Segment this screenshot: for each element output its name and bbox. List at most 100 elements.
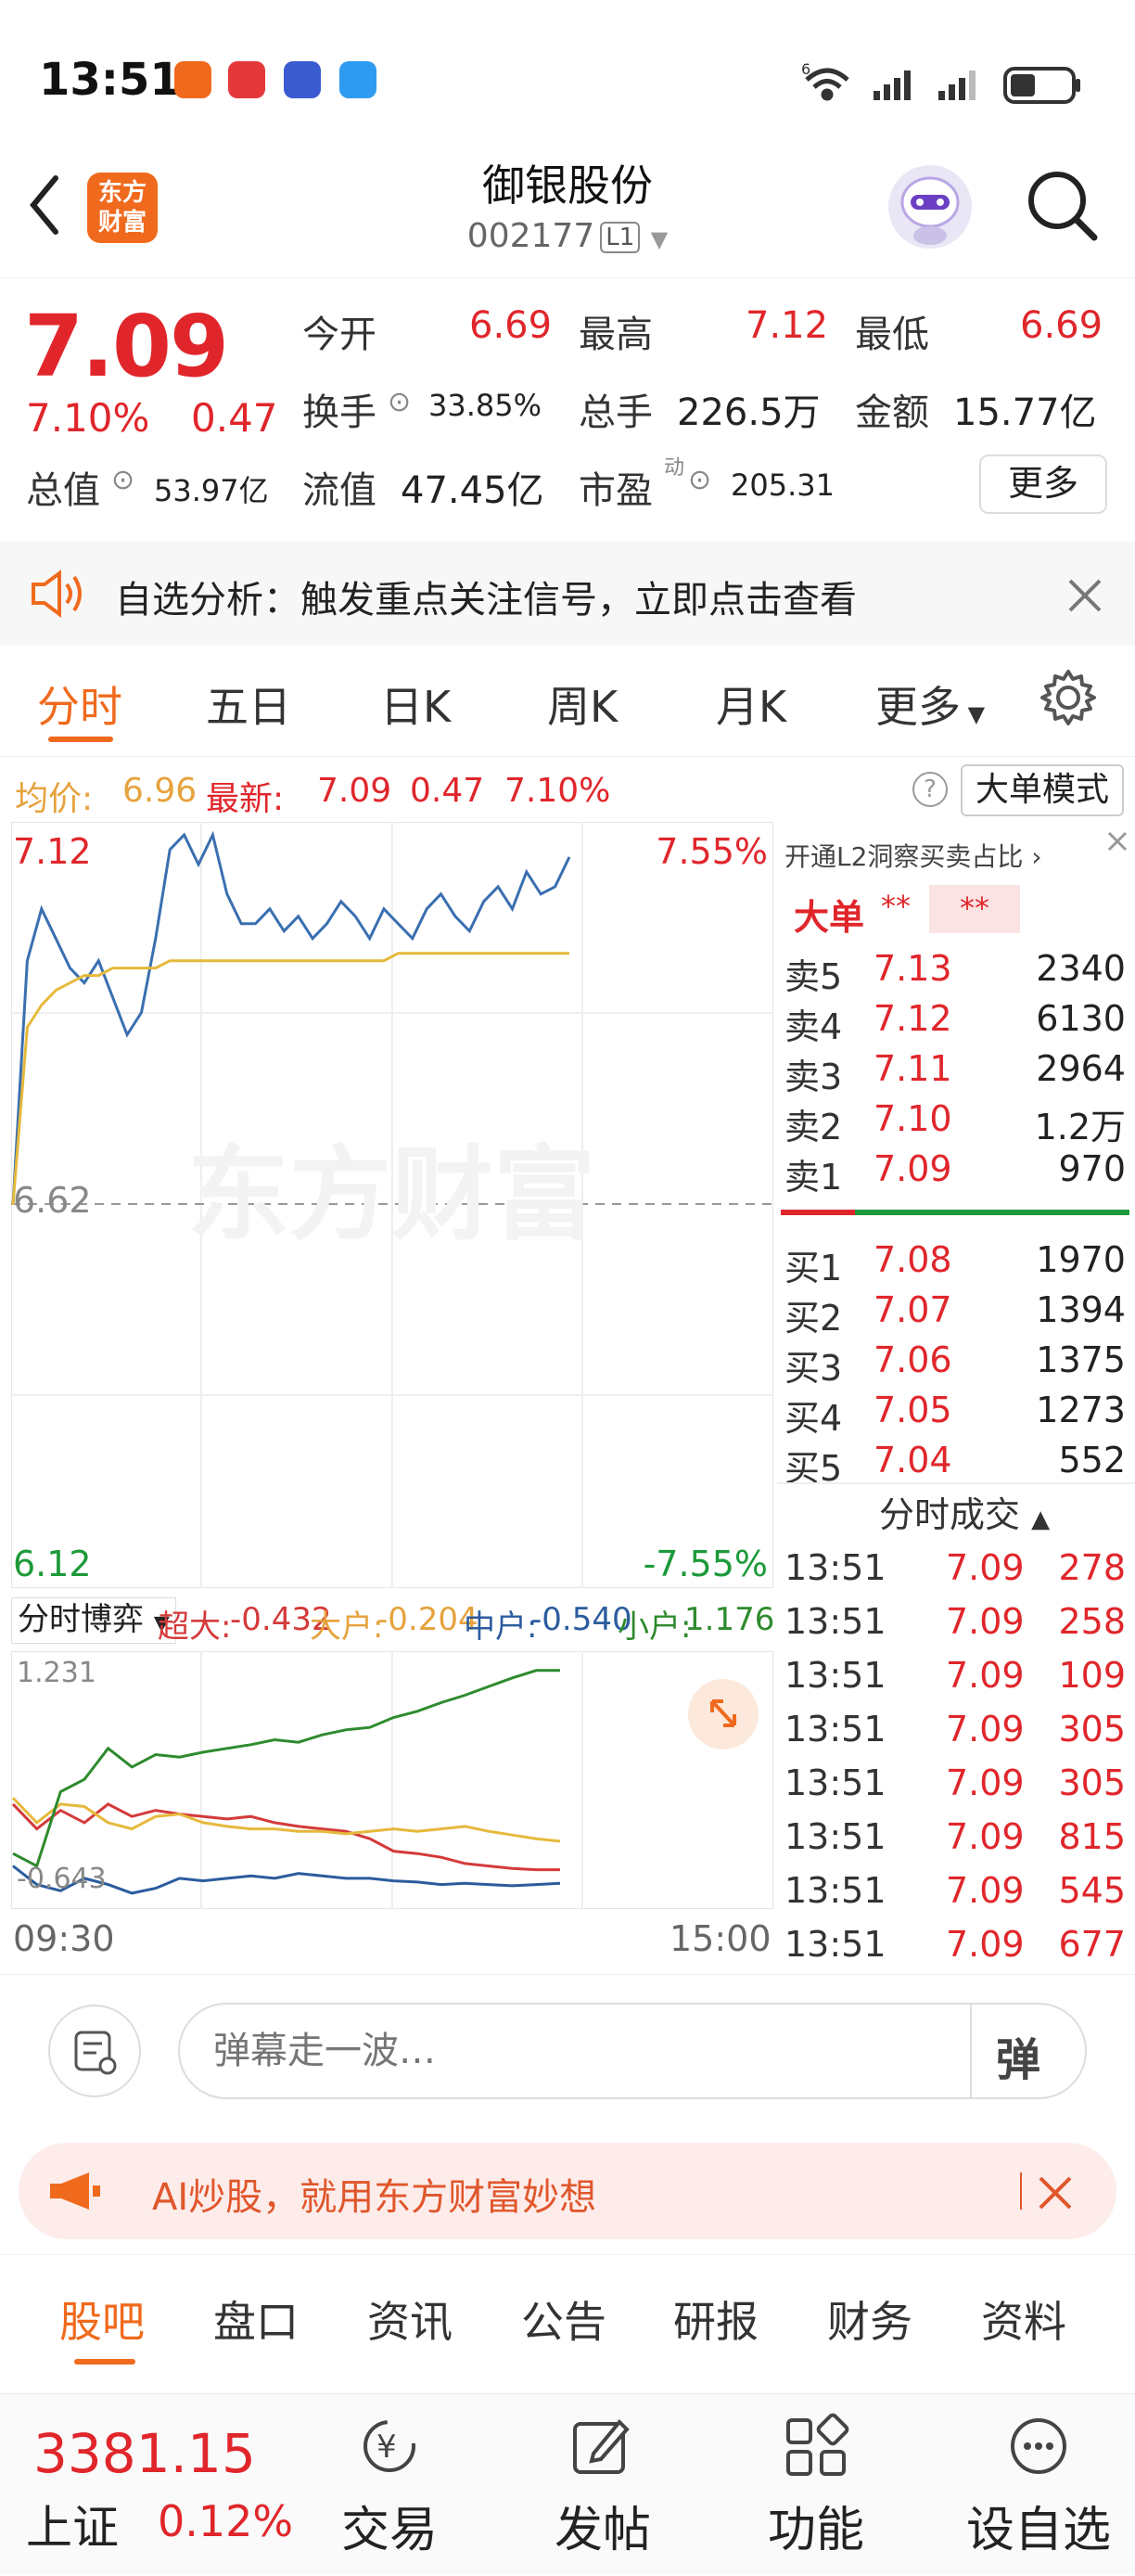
close-icon[interactable] [1103, 827, 1131, 855]
big-order-val1: ** [881, 889, 911, 924]
game-panel-header: 分时博弈 ▼ 超大: -0.432 大户: -0.204 中户: -0.540 … [11, 1592, 774, 1647]
order-book: 开通L2洞察买卖占比 › 大单 ** ** 卖5 7.13 2340 卖4 7.12 61… [777, 822, 1135, 1972]
tab-monthly-k[interactable]: 月K [716, 682, 787, 732]
info-icon[interactable]: ⊙ [388, 386, 412, 418]
bid-volume: 1375 [1036, 1339, 1126, 1380]
pe-value: 205.31 [731, 468, 835, 503]
trade-row: 13:51 7.09 305 [784, 1762, 1133, 1813]
signal-icon [874, 70, 911, 100]
low-value: 6.69 [1020, 304, 1103, 347]
y-bottom-left: 6.12 [13, 1544, 92, 1584]
nav-functions[interactable]: 功能 [733, 2413, 899, 2560]
wifi-icon [805, 68, 849, 101]
tab-daily-k[interactable]: 日K [380, 682, 452, 732]
latest-change: 0.47 [410, 772, 485, 810]
game-chart-svg [10, 1650, 774, 1910]
tab-news[interactable]: 资讯 [367, 2297, 453, 2347]
trade-time: 13:51 [784, 1762, 886, 1803]
nav-post[interactable]: 发帖 [519, 2413, 686, 2560]
trade-volume: 305 [1058, 1709, 1126, 1749]
bid-price: 7.07 [874, 1289, 952, 1330]
signal-banner[interactable]: 自选分析：触发重点关注信号，立即点击查看 [0, 542, 1135, 646]
bid-row: 买5 7.04 552 [784, 1440, 1133, 1490]
trade-time: 13:51 [784, 1870, 886, 1911]
index-ticker[interactable]: 3381.15 上证 0.12% [0, 2394, 306, 2576]
超大-line [11, 1802, 560, 1872]
ai-robot-avatar[interactable] [888, 165, 972, 249]
nav-add-watchlist[interactable]: 设自选 [946, 2413, 1131, 2560]
trade-volume: 545 [1058, 1870, 1126, 1911]
super-value: -0.432 [230, 1601, 332, 1638]
trade-price: 7.09 [946, 1870, 1025, 1911]
ask-label: 卖2 [784, 1107, 843, 1147]
status-icons: 6 [801, 60, 1080, 104]
info-icon[interactable]: ⊙ [688, 464, 712, 496]
stock-name: 御银股份 [482, 160, 653, 211]
ask-label: 卖1 [784, 1157, 843, 1198]
danmu-input[interactable] [213, 2023, 937, 2079]
tab-announcements[interactable]: 公告 [521, 2297, 606, 2347]
danmu-bar: 弹 [0, 1974, 1135, 2122]
stock-code-line[interactable]: 002177 L1 ▼ [0, 217, 1135, 255]
tab-intraday[interactable]: 分时 [37, 682, 122, 732]
time-end: 15:00 [670, 1918, 772, 1959]
mktcap-value: 53.97亿 [154, 473, 269, 508]
tab-finance[interactable]: 财务 [827, 2297, 912, 2347]
low-label: 最低 [855, 314, 929, 356]
trade-price: 7.09 [946, 1709, 1025, 1749]
tab-profile[interactable]: 资料 [981, 2297, 1066, 2347]
help-icon[interactable]: ? [912, 772, 948, 807]
l2-promo-link[interactable]: 开通L2洞察买卖占比 › [784, 841, 1042, 872]
mid-label: 中户: [464, 1608, 538, 1646]
search-icon[interactable] [1024, 167, 1102, 245]
ai-banner[interactable]: AI炒股，就用东方财富妙想 [19, 2143, 1116, 2239]
tab-research[interactable]: 研报 [673, 2297, 759, 2347]
trade-time: 13:51 [784, 1601, 886, 1642]
trade-price: 7.09 [946, 1816, 1025, 1857]
nav-post-label: 发帖 [554, 2503, 651, 2558]
svg-text:¥: ¥ [376, 2429, 397, 2466]
game-panel-dropdown[interactable]: 分时博弈 ▼ [11, 1597, 176, 1644]
ask-row: 卖4 7.12 6130 [784, 998, 1133, 1048]
nav-trade[interactable]: ¥ 交易 [306, 2413, 473, 2560]
nav-add-watchlist-label: 设自选 [965, 2503, 1111, 2558]
avg-value: 6.96 [122, 772, 198, 810]
tab-guba[interactable]: 股吧 [59, 2297, 145, 2347]
tab-weekly-k[interactable]: 周K [547, 682, 619, 732]
expand-icon[interactable] [688, 1679, 759, 1749]
close-icon[interactable] [1037, 2174, 1074, 2211]
danmu-send-button[interactable]: 弹 [996, 2034, 1041, 2086]
game-chart[interactable]: 1.231 -0.643 [10, 1650, 774, 1910]
price-lines [11, 830, 571, 1206]
intraday-chart[interactable]: 东方财富 7.12 7.55% 6.62 6.12 -7.55% [11, 822, 773, 1588]
settings-gear-icon[interactable] [1039, 668, 1098, 727]
big-order-mode-button[interactable]: 大单模式 [961, 764, 1124, 816]
ask-price: 7.09 [874, 1148, 952, 1189]
trade-volume: 305 [1058, 1762, 1126, 1803]
megaphone-icon [50, 2172, 100, 2210]
grid-icon [786, 2413, 849, 2476]
danmu-settings-icon[interactable] [48, 2005, 141, 2097]
trades-title[interactable]: 分时成交 ▲ [879, 1494, 1051, 1535]
amount-value: 15.77亿 [953, 391, 1097, 434]
tab-pankou[interactable]: 盘口 [213, 2297, 299, 2347]
trade-time: 13:51 [784, 1924, 886, 1965]
index-value: 3381.15 [33, 2422, 256, 2485]
status-bar: 13:51 6 [0, 0, 1135, 167]
close-icon[interactable] [1066, 577, 1103, 614]
chart-tabs: 分时 五日 日K 周K 月K 更多 ▼ [0, 646, 1135, 757]
caret-down-icon: ▼ [153, 1612, 170, 1635]
turnover-value: 33.85% [428, 388, 542, 423]
more-button[interactable]: 更多 [979, 455, 1107, 514]
trade-price: 7.09 [946, 1655, 1025, 1696]
tab-five-day[interactable]: 五日 [206, 682, 291, 732]
info-icon[interactable]: ⊙ [111, 464, 135, 496]
tab-more[interactable]: 更多 ▼ [875, 682, 986, 732]
change-value: 0.47 [191, 395, 278, 441]
back-arrow-icon[interactable] [26, 173, 63, 237]
index-pct: 0.12% [158, 2496, 294, 2546]
divider [1020, 2172, 1022, 2210]
ask-price: 7.13 [874, 948, 952, 989]
more-dots-icon [1011, 2418, 1066, 2474]
bid-volume: 1273 [1036, 1390, 1126, 1430]
